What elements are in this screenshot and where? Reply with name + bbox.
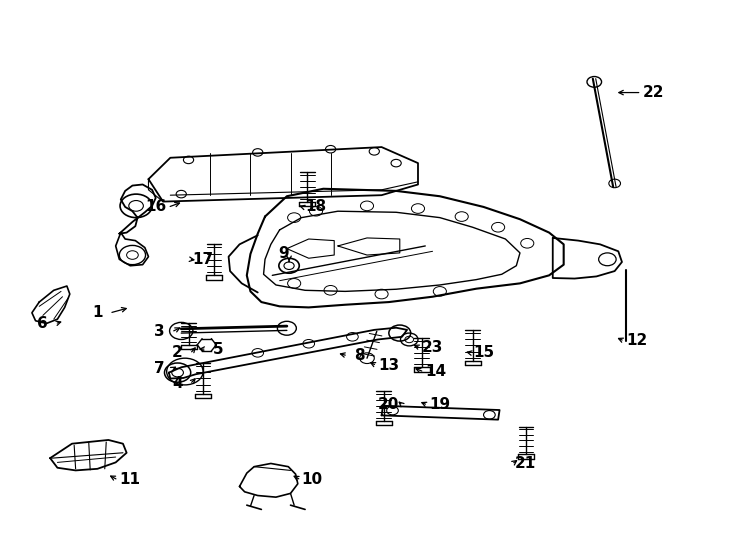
Text: 12: 12 [626,333,647,348]
Text: 20: 20 [378,397,399,412]
Text: 23: 23 [422,340,443,355]
Text: 8: 8 [355,348,365,363]
Text: 10: 10 [302,472,323,487]
Text: 15: 15 [473,346,494,360]
Text: 16: 16 [145,199,167,214]
Text: 14: 14 [426,364,447,379]
Text: 9: 9 [278,246,288,261]
Text: 17: 17 [192,252,214,267]
Text: 5: 5 [212,342,223,356]
Text: 4: 4 [172,376,183,391]
Text: 19: 19 [429,397,451,412]
Text: 7: 7 [154,361,164,376]
Text: 18: 18 [305,199,327,214]
Text: 13: 13 [378,357,399,373]
Text: 6: 6 [37,316,48,331]
Text: 22: 22 [642,85,664,100]
Text: 2: 2 [172,346,183,360]
Text: 1: 1 [92,305,103,320]
Text: 21: 21 [515,456,537,471]
Text: 11: 11 [120,472,141,487]
Text: 3: 3 [154,324,164,339]
